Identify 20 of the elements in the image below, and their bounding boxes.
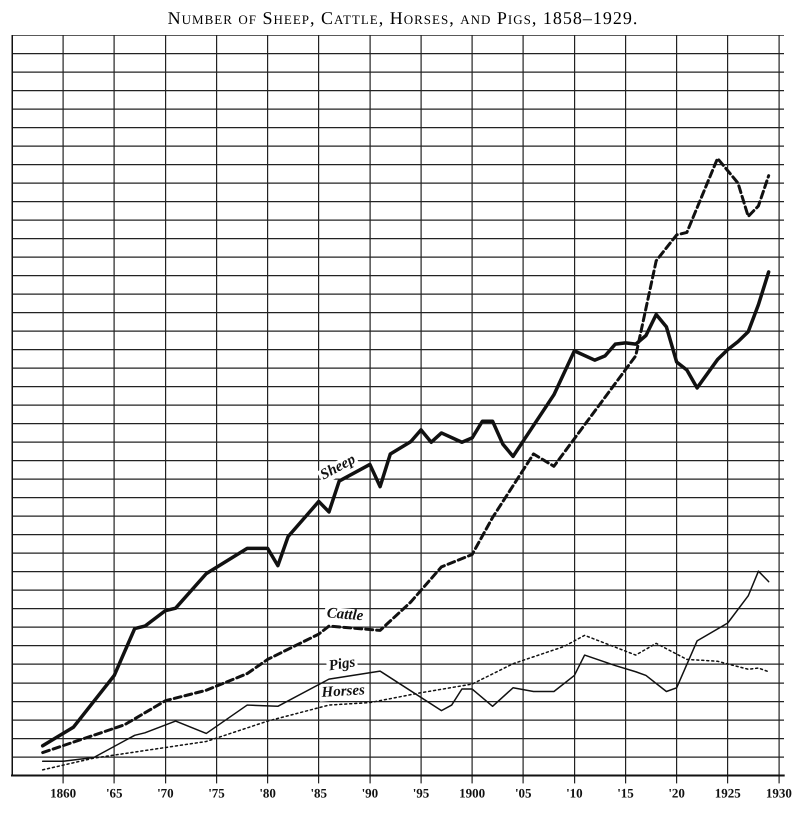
x-tick-label: 1925 [714, 786, 742, 801]
x-tick-label: 1900 [459, 786, 486, 801]
x-tick-label: '05 [514, 786, 532, 801]
x-tick-label: 1930 [766, 786, 792, 801]
x-tick-label: '65 [106, 786, 124, 801]
series-label: Cattle [326, 605, 364, 624]
chart-title: Number of Sheep, Cattle, Horses, and Pigs, 1858–1929. [166, 8, 640, 29]
x-tick-label: '10 [566, 786, 583, 801]
x-tick-label: '20 [668, 786, 685, 801]
text: Sheep [318, 451, 359, 484]
series-label: Horses [320, 682, 366, 701]
x-tick-label: '15 [617, 786, 634, 801]
x-tick-label: '90 [362, 786, 378, 801]
text: Pigs [328, 654, 357, 674]
x-tick-label: 1860 [50, 786, 76, 801]
x-tick-label: '80 [259, 786, 276, 801]
x-tick-label: '85 [310, 786, 328, 801]
x-tick-label: '95 [412, 786, 430, 801]
x-tick-label: '75 [208, 786, 226, 801]
x-tick-label: '70 [157, 786, 174, 801]
